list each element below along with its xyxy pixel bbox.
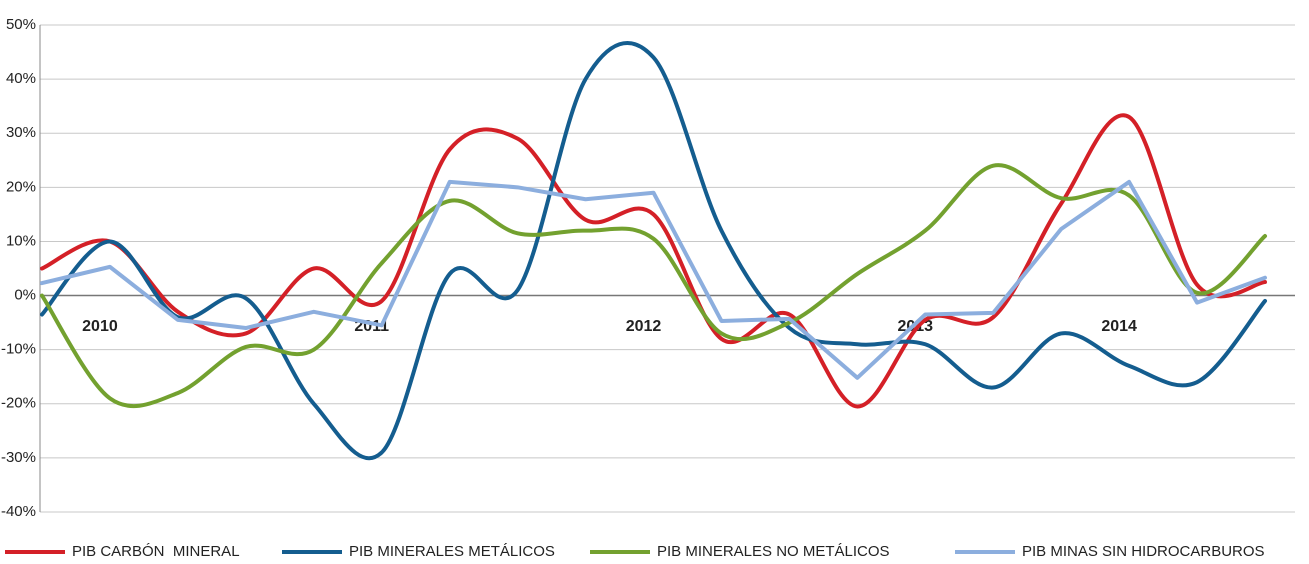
y-tick-label: 40% (6, 70, 36, 87)
y-tick-label: -20% (1, 395, 36, 412)
y-tick-label: -10% (1, 341, 36, 358)
legend-label: PIB CARBÓN MINERAL (72, 543, 240, 560)
x-tick-label: 2014 (1101, 318, 1137, 335)
legend-label: PIB MINERALES NO METÁLICOS (657, 543, 890, 560)
series-line (40, 179, 1267, 380)
series-line (40, 41, 1267, 461)
series-line (40, 163, 1267, 409)
y-tick-label: 0% (14, 287, 36, 304)
series-line (40, 113, 1267, 409)
y-tick-label: -30% (1, 449, 36, 466)
x-tick-label: 2010 (82, 318, 118, 335)
y-tick-label: 20% (6, 178, 36, 195)
x-tick-label: 2012 (626, 318, 662, 335)
legend-label: PIB MINERALES METÁLICOS (349, 543, 555, 560)
y-tick-label: -40% (1, 503, 36, 520)
y-tick-label: 30% (6, 124, 36, 141)
y-tick-label: 10% (6, 232, 36, 249)
y-tick-label: 50% (6, 16, 36, 33)
legend-label: PIB MINAS SIN HIDROCARBUROS (1022, 543, 1265, 560)
